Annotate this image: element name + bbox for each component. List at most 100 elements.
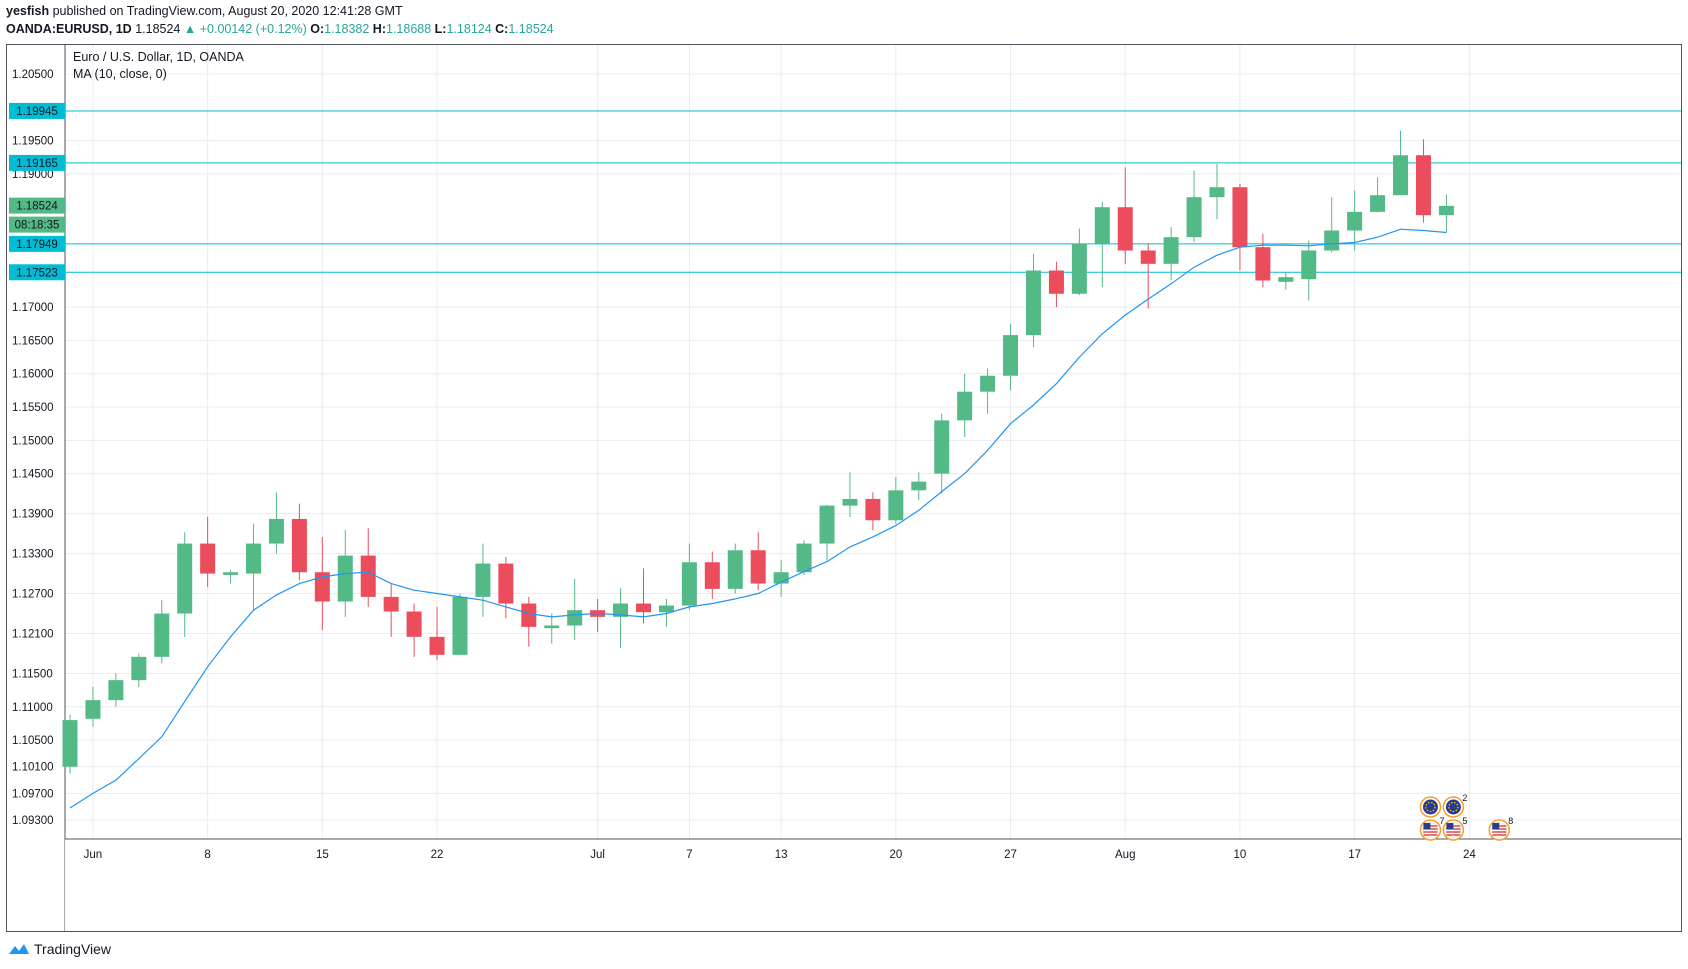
candle: [750, 532, 766, 591]
y-tick-label: 1.10100: [12, 762, 54, 774]
open-value: 1.18382: [324, 22, 370, 36]
level-price-label: 1.19165: [16, 158, 58, 170]
candle-body: [1048, 270, 1064, 294]
last-price-label-bg: [9, 197, 65, 214]
last-price-label: 1.18524: [16, 201, 58, 213]
candle: [727, 543, 743, 594]
x-tick-label: 24: [1463, 849, 1476, 861]
x-tick-label: 27: [1004, 849, 1017, 861]
x-tick-label: Jul: [590, 849, 605, 861]
us-flag-canton: [1446, 823, 1454, 829]
candle-body: [314, 572, 330, 602]
x-tick-label: 10: [1234, 849, 1247, 861]
candle: [865, 492, 881, 531]
candle-body: [727, 550, 743, 589]
candle: [314, 536, 330, 631]
candle-body: [521, 603, 537, 627]
candle: [521, 596, 537, 647]
indicator-label[interactable]: MA (10, close, 0): [73, 67, 167, 81]
candle: [475, 543, 491, 617]
price-chart[interactable]: 1.20500 1.19500 1.19000 1.17000 1.16500 1.160…: [7, 45, 1682, 932]
author-name[interactable]: yesfish: [6, 4, 50, 18]
chart-title: Euro / U.S. Dollar, 1D, OANDA: [73, 50, 245, 64]
y-tick-label: 1.13900: [12, 509, 54, 521]
candle-body: [1324, 230, 1340, 251]
level-price-label: 1.17523: [16, 267, 58, 279]
candle-body: [980, 375, 996, 392]
candle: [658, 598, 674, 627]
candle: [1094, 201, 1110, 288]
candle-body: [1163, 237, 1179, 264]
candle: [544, 613, 560, 644]
event-count: 5: [1462, 816, 1467, 826]
open-label: O:: [310, 22, 325, 36]
candle: [842, 472, 858, 517]
candle-body: [1301, 250, 1317, 280]
level-price-label: 1.17949: [16, 239, 58, 251]
level-price-label: 1.19945: [16, 106, 58, 118]
y-tick-label: 1.13300: [12, 549, 54, 561]
candle: [773, 560, 789, 597]
candle: [246, 523, 262, 611]
candle: [1393, 130, 1409, 196]
candle: [223, 570, 239, 584]
candles: [62, 130, 1454, 774]
candle: [1370, 177, 1386, 213]
candle-body: [452, 596, 468, 655]
candle-body: [498, 563, 514, 604]
candle: [1278, 272, 1294, 290]
y-tick-label: 1.12100: [12, 629, 54, 641]
candle: [291, 503, 307, 581]
x-tick-label: Jun: [84, 849, 103, 861]
high-label: H:: [372, 22, 386, 36]
candle-body: [85, 700, 101, 719]
eu-flag-stars: [1425, 801, 1436, 813]
price-labels: 1.19945 1.19165 1.17949 1.17523 1.18524 08:18…: [9, 102, 65, 281]
candle: [1209, 163, 1225, 220]
y-tick-label: 1.17000: [12, 302, 54, 314]
candle: [406, 603, 422, 657]
x-tick-label: 17: [1348, 849, 1361, 861]
x-tick-label: 20: [889, 849, 902, 861]
candle: [108, 673, 124, 707]
candle-body: [1140, 250, 1156, 264]
candle-body: [108, 680, 124, 701]
candle-body: [268, 518, 284, 544]
candle: [1415, 139, 1431, 223]
chart-pane[interactable]: 1.20500 1.19500 1.19000 1.17000 1.16500 1.160…: [6, 44, 1682, 932]
candle: [681, 543, 697, 611]
y-tick-label: 1.10500: [12, 735, 54, 747]
x-tick-label: 13: [775, 849, 788, 861]
low-value: 1.18124: [446, 22, 492, 36]
candle-body: [1186, 197, 1202, 238]
footer-brand[interactable]: TradingView: [8, 941, 111, 957]
candle: [911, 472, 927, 501]
candle: [613, 588, 629, 649]
brand-name: TradingView: [34, 941, 112, 957]
y-tick-label: 1.09700: [12, 788, 54, 800]
us-flag-icon: 8: [1488, 816, 1513, 841]
y-tick-label: 1.12700: [12, 589, 54, 601]
x-tick-label: 15: [316, 849, 329, 861]
level-price-label-bg: [9, 154, 65, 171]
y-tick-label: 1.19500: [12, 136, 54, 148]
y-tick-label: 1.11500: [12, 668, 53, 680]
y-tick-label: 1.11000: [12, 702, 53, 714]
candle: [1438, 194, 1454, 233]
us-flag-canton: [1423, 823, 1431, 829]
candle-body: [750, 550, 766, 584]
us-flag-icon: 5: [1442, 816, 1467, 841]
candle: [429, 606, 445, 661]
us-flag-canton: [1492, 823, 1500, 829]
candle-body: [888, 490, 904, 521]
published-text: published on TradingView.com, August 20,…: [52, 4, 403, 18]
time-axis-bg: [65, 839, 1681, 931]
candle: [360, 528, 376, 607]
countdown-label: 08:18:35: [15, 220, 60, 232]
candle: [567, 578, 583, 641]
candle-body: [291, 518, 307, 573]
candle-body: [154, 613, 170, 657]
candle-body: [1393, 155, 1409, 196]
candle: [498, 556, 514, 619]
eu-flag-icon: 2: [1442, 793, 1467, 818]
